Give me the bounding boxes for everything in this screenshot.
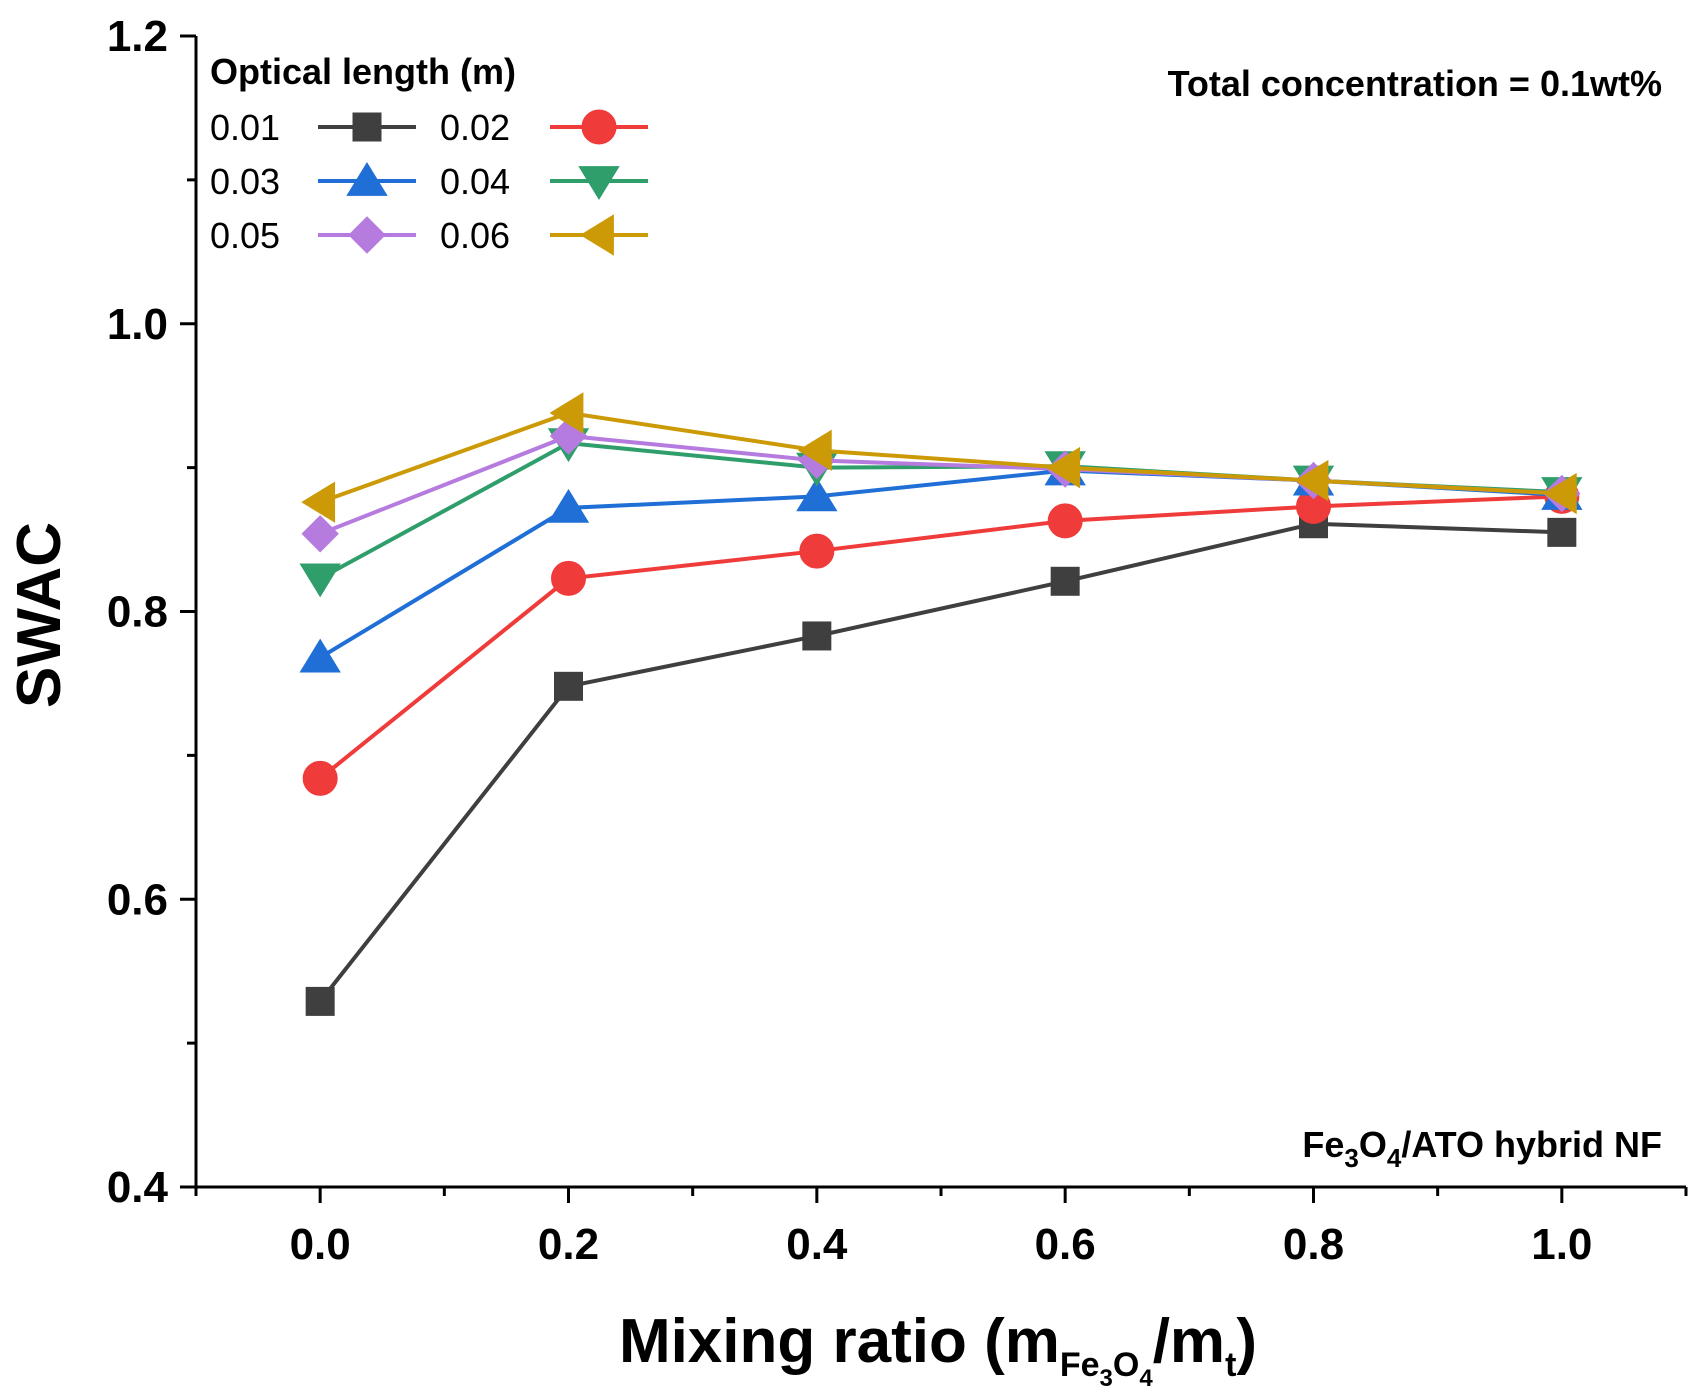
data-point [1294,459,1329,502]
data-point [549,392,584,434]
legend-swatch-marker [578,166,620,200]
legend-swatch-marker [346,162,388,196]
series-0.04 [299,428,1583,598]
data-point [299,563,341,598]
data-point [1047,503,1083,539]
data-point [301,481,336,523]
legend-item-0.04: 0.04 [440,161,648,202]
y-tick-label: 0.6 [107,875,168,924]
data-point [299,638,341,673]
legend-label: 0.02 [440,107,510,148]
x-tick-label: 0.6 [1035,1220,1096,1269]
data-point [554,671,583,701]
y-tick-label: 0.8 [107,588,168,637]
data-point [1547,517,1577,547]
legend-swatch-marker [352,112,382,142]
legend-item-0.05: 0.05 [210,215,416,256]
series-0.06 [301,392,1577,523]
data-point [305,986,335,1016]
legend-label: 0.04 [440,161,510,202]
x-tick-label: 0.0 [290,1220,351,1269]
y-tick-label: 1.2 [107,12,168,61]
legend-label: 0.06 [440,215,510,256]
y-axis-title: SWAC [5,522,74,708]
data-point [802,621,832,651]
series-0.01 [305,509,1577,1016]
data-point [1046,446,1081,489]
y-tick-label: 1.0 [107,300,168,349]
legend-item-0.02: 0.02 [440,107,648,148]
data-point [301,515,339,553]
legend-swatch-marker [580,214,614,256]
legend: Optical length (m) 0.01 0.02 0.03 0.04 0.05 0.… [210,51,648,256]
legend-swatch-marker [348,216,386,254]
series-line [318,521,1562,1003]
legend-item-0.03: 0.03 [210,161,416,202]
data-point [1542,472,1577,515]
data-point [302,760,338,796]
axes: 0.0 0.2 0.4 0.6 0.8 1.0 0.4 0.6 0.8 1.0 1.2 [107,12,1688,1269]
annotation-total-concentration: Total concentration = 0.1wt% [1168,63,1662,104]
legend-label: 0.01 [210,107,280,148]
data-point [796,477,838,512]
legend-item-0.06: 0.06 [440,214,648,256]
data-point [799,533,835,569]
legend-title: Optical length (m) [210,51,516,92]
x-tick-label: 1.0 [1531,1220,1592,1269]
x-tick-label: 0.8 [1283,1220,1344,1269]
data-point [797,429,832,472]
annotation-hybrid-nf: Fe3O4/ATO hybrid NF [1302,1124,1662,1173]
legend-label: 0.05 [210,215,280,256]
x-tick-label: 0.2 [538,1220,599,1269]
x-tick-label: 0.4 [786,1220,848,1269]
x-axis-title: Mixing ratio (mFe3O4/mt) [619,1307,1257,1392]
legend-item-0.01: 0.01 [210,107,416,148]
data-point [1050,566,1080,596]
data-point [547,488,590,523]
y-tick-label: 0.4 [107,1163,169,1212]
data-point [551,560,586,596]
series-layer [299,392,1583,1016]
series-line [319,410,1562,505]
legend-label: 0.03 [210,161,280,202]
legend-swatch-marker [581,109,617,145]
series-line [318,494,1562,780]
